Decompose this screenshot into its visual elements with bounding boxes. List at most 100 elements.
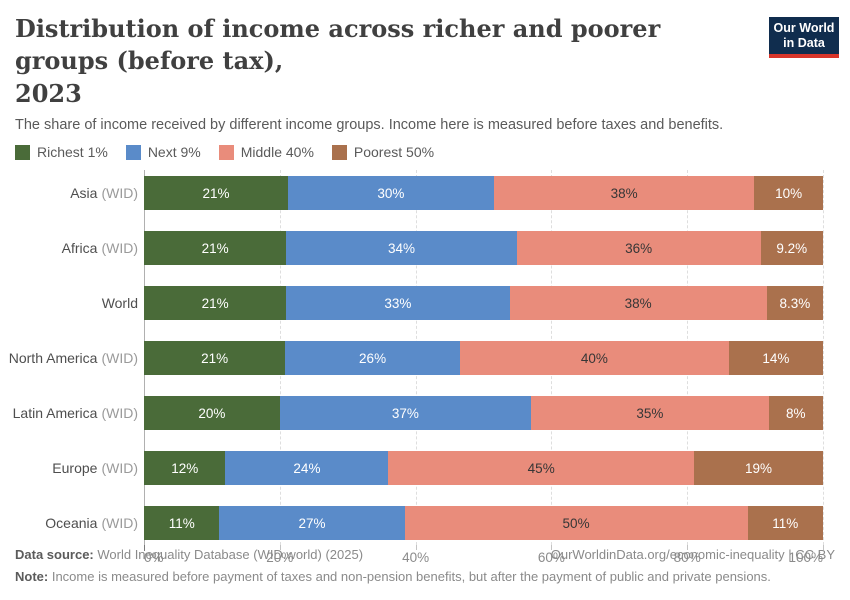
axis-tick [687,545,689,551]
data-source: Data source: World Inequality Database (… [15,546,363,565]
bar-segment-middle-40-[interactable]: 38% [493,176,755,211]
bar-segment-next-9-[interactable]: 27% [219,506,405,541]
legend-swatch [15,144,30,160]
legend-item-richest-1-[interactable]: Richest 1% [15,144,108,160]
gridline [823,170,824,546]
legend-swatch [125,144,141,160]
bar-segment-poorest-50-[interactable]: 14% [728,341,823,376]
row-label-name: Africa [61,240,98,257]
stacked-bar-chart: Asia (WID) 21% 30% 38% 10% Africa (WID) 21% 34% 36… [9,170,835,567]
stacked-bar: 21% 33% 38% 8.3% [144,286,823,321]
axis-tick [823,545,824,551]
bar-segment-richest-1-[interactable]: 21% [144,231,287,266]
row-label-name: Europe [52,460,98,477]
bar-segment-poorest-50-[interactable]: 9.2% [760,231,823,266]
axis-tick [279,545,281,551]
x-axis-tick-label: 40% [402,550,430,566]
legend-swatch [331,144,347,160]
chart-title-line2: 2023 [15,78,82,108]
legend-swatch [218,144,234,160]
bar-row-oceania: Oceania (WID) 11% 27% 50% 11% [15,506,835,541]
legend-label: Middle 40% [240,144,314,161]
bar-segment-richest-1-[interactable]: 21% [144,286,287,321]
bar-segment-poorest-50-[interactable]: 10% [754,176,823,211]
row-label-suffix: (WID) [101,460,138,477]
bar-segment-richest-1-[interactable]: 20% [144,396,280,431]
owid-logo-line2: in Data [783,35,825,50]
chart-title: Distribution of income across richer and… [15,0,835,110]
bar-segment-poorest-50-[interactable]: 19% [693,451,823,486]
stacked-bar: 11% 27% 50% 11% [144,506,823,541]
bar-rows: Asia (WID) 21% 30% 38% 10% Africa (WID) 21% 34% 36… [9,170,835,541]
stacked-bar: 20% 37% 35% 8% [144,396,823,431]
bar-segment-middle-40-[interactable]: 36% [516,231,761,266]
bar-segment-middle-40-[interactable]: 50% [404,506,748,541]
x-axis: 0% 20% 40% 60% 80% 100% [144,550,823,567]
stacked-bar: 12% 24% 45% 19% [144,451,823,486]
bar-segment-next-9-[interactable]: 26% [285,341,460,376]
row-label-name: World [101,295,138,312]
stacked-bar: 21% 34% 36% 9.2% [144,231,823,266]
footer-separator: | [788,547,792,563]
row-label-suffix: (WID) [101,185,138,202]
bar-row-world: World 21% 33% 38% 8.3% [15,286,835,321]
bar-segment-middle-40-[interactable]: 35% [531,396,769,431]
row-label[interactable]: Oceania (WID) [15,506,144,540]
row-label-name: Latin America [12,405,98,422]
row-label-suffix: (WID) [101,515,138,532]
legend-item-next-9-[interactable]: Next 9% [125,144,201,160]
chart-footer: Data source: World Inequality Database (… [15,546,835,587]
bar-segment-middle-40-[interactable]: 38% [509,286,767,321]
axis-tick [551,545,553,551]
x-axis-tick-label: 60% [537,550,565,566]
owid-logo[interactable]: Our World in Data [769,17,839,58]
row-label-name: Asia [70,185,98,202]
bar-row-africa: Africa (WID) 21% 34% 36% 9.2% [15,231,835,266]
footer-links: OurWorldinData.org/economic-inequality |… [551,546,835,565]
bar-segment-next-9-[interactable]: 30% [288,176,494,211]
bar-segment-next-9-[interactable]: 33% [286,286,510,321]
owid-logo-line1: Our World [773,20,835,35]
stacked-bar: 21% 30% 38% 10% [144,176,823,211]
row-label[interactable]: Latin America (WID) [12,396,144,430]
row-label[interactable]: World [15,286,144,320]
legend-label: Poorest 50% [353,144,435,161]
bar-segment-richest-1-[interactable]: 21% [144,176,289,211]
bar-segment-next-9-[interactable]: 34% [286,231,517,266]
axis-tick [144,545,145,552]
row-label-name: North America [8,350,98,367]
bar-segment-richest-1-[interactable]: 11% [144,506,220,541]
bar-segment-richest-1-[interactable]: 21% [144,341,286,376]
row-label-suffix: (WID) [101,405,138,422]
bar-row-europe: Europe (WID) 12% 24% 45% 19% [15,451,835,486]
cc-by-link[interactable]: CC BY [795,547,835,563]
axis-tick [415,545,417,551]
bar-segment-middle-40-[interactable]: 40% [459,341,729,376]
legend-item-middle-40-[interactable]: Middle 40% [218,144,314,161]
x-axis-tick-label: 80% [673,550,701,566]
row-label[interactable]: Africa (WID) [15,231,144,265]
bar-segment-poorest-50-[interactable]: 11% [747,506,823,541]
bar-segment-poorest-50-[interactable]: 8% [768,396,823,431]
data-source-text: World Inequality Database (WID.world) (2… [97,547,364,563]
bar-segment-richest-1-[interactable]: 12% [144,451,226,486]
legend-label: Richest 1% [37,144,108,161]
chart-title-line1: Distribution of income across richer and… [15,14,661,76]
bar-segment-next-9-[interactable]: 37% [279,396,532,431]
bar-segment-middle-40-[interactable]: 45% [388,451,694,486]
bar-segment-next-9-[interactable]: 24% [225,451,389,486]
row-label-name: Oceania [45,515,98,532]
footer-source-row: Data source: World Inequality Database (… [15,546,835,565]
bar-row-latin-america: Latin America (WID) 20% 37% 35% 8% [12,396,835,431]
bar-segment-poorest-50-[interactable]: 8.3% [766,286,823,321]
x-axis-tick-label: 100% [788,550,823,566]
legend-item-poorest-50-[interactable]: Poorest 50% [331,144,435,161]
owid-url-link[interactable]: OurWorldinData.org/economic-inequality [550,547,785,563]
footer-note-label: Note: [15,569,49,585]
x-axis-tick-label: 0% [144,550,164,566]
bar-row-north-america: North America (WID) 21% 26% 40% 14% [9,341,835,376]
row-label-suffix: (WID) [101,240,138,257]
row-label[interactable]: Europe (WID) [15,451,144,485]
row-label[interactable]: North America (WID) [9,341,144,375]
row-label[interactable]: Asia (WID) [15,176,144,210]
